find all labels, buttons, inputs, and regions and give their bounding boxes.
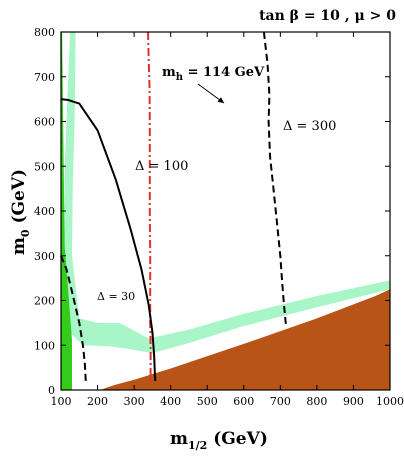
curves-layer xyxy=(60,31,287,384)
x-tick-label: 400 xyxy=(160,395,181,408)
x-tick-label: 1000 xyxy=(376,395,404,408)
y-tick-label: 400 xyxy=(34,205,55,218)
delta-300-label: Δ = 300 xyxy=(283,119,336,134)
y-tick-label: 800 xyxy=(34,26,55,39)
x-tick-label: 200 xyxy=(87,395,108,408)
y-tick-label: 500 xyxy=(34,160,55,173)
y-tick-label: 700 xyxy=(34,71,55,84)
x-tick-label: 100 xyxy=(51,395,72,408)
x-tick-label: 700 xyxy=(270,395,291,408)
mh-label: mh = 114 GeV xyxy=(162,65,265,83)
chart-title: tan β = 10 , μ > 0 xyxy=(259,8,396,24)
x-tick-label: 900 xyxy=(343,395,364,408)
curve-30 xyxy=(60,255,87,384)
curve-300 xyxy=(262,31,287,324)
y-tick-label: 0 xyxy=(48,384,55,397)
mh-label-arrow xyxy=(197,83,225,104)
x-axis-label: m1/2 (GeV) xyxy=(170,429,268,452)
y-tick-label: 200 xyxy=(34,295,55,308)
ticks-layer: 100 200 300 400 500 600 700 800 900 1000010020030… xyxy=(34,26,404,408)
x-tick-label: 800 xyxy=(306,395,327,408)
y-tick-label: 300 xyxy=(34,250,55,263)
curve-m-h-114-gev xyxy=(147,31,152,382)
region-stau-lsp-excluded-region xyxy=(101,289,390,390)
y-axis-label: m0 (GeV) xyxy=(9,169,32,255)
y-tick-label: 600 xyxy=(34,116,55,129)
x-tick-label: 500 xyxy=(197,395,218,408)
x-tick-label: 600 xyxy=(233,395,254,408)
x-tick-label: 300 xyxy=(124,395,145,408)
curve-100 xyxy=(60,98,157,382)
delta-100-label: Δ = 100 xyxy=(135,159,188,174)
y-tick-label: 100 xyxy=(34,339,55,352)
delta-30-label: Δ = 30 xyxy=(97,290,135,303)
